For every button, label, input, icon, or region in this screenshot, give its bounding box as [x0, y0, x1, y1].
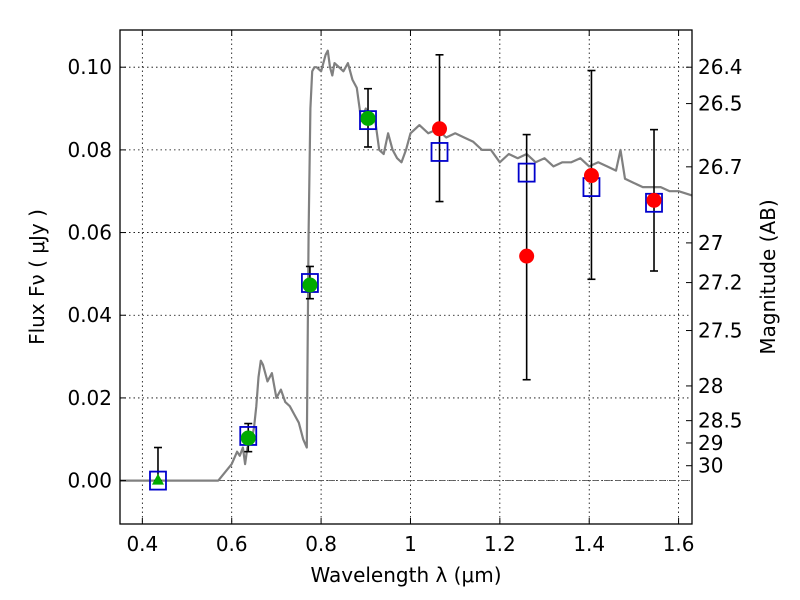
errorbar-layer — [153, 54, 659, 482]
y-tick-label: 0.00 — [67, 469, 112, 493]
y2-tick-label: 26.7 — [698, 155, 743, 179]
upper-limit-triangle — [151, 473, 164, 485]
y2-tick-label: 30 — [698, 454, 723, 478]
x-tick-labels: 0.4 0.6 0.8 1 1.2 1.4 1.6 — [126, 532, 694, 556]
model-photometry-square — [430, 142, 449, 162]
y2-tick-label: 29 — [698, 431, 723, 455]
model-sed-line — [120, 49, 693, 482]
y2-axis-label: Magnitude (AB) — [756, 199, 780, 354]
x-tick-label: 0.8 — [305, 532, 337, 556]
x-tick-label: 0.6 — [216, 532, 248, 556]
y2-tick-label: 27.2 — [698, 271, 743, 295]
model-line-layer — [120, 49, 693, 482]
y2-tick-label: 26.5 — [698, 92, 743, 116]
observed-red-point — [432, 121, 448, 137]
x-axis-label: Wavelength λ (μm) — [310, 563, 501, 587]
plot-frame — [119, 29, 693, 525]
y-axis-label: Flux Fν ( μJy ) — [25, 209, 49, 345]
tick-layer — [120, 30, 692, 524]
observed-green-point — [360, 110, 376, 126]
observed-red-point — [519, 248, 535, 264]
y-tick-label: 0.06 — [67, 221, 112, 245]
marker-layer — [149, 110, 663, 491]
y-tick-label: 0.08 — [67, 138, 112, 162]
y-tick-label: 0.04 — [67, 303, 112, 327]
observed-red-point — [583, 168, 599, 184]
y2-tick-label: 28 — [698, 374, 723, 398]
x-tick-label: 1.6 — [663, 532, 695, 556]
model-photometry-square — [149, 470, 167, 491]
y2-tick-label: 27.5 — [698, 319, 743, 343]
y2-tick-label: 27 — [698, 231, 723, 255]
x-tick-label: 1 — [404, 532, 417, 556]
grid-layer — [120, 30, 692, 524]
y-tick-label: 0.02 — [67, 386, 112, 410]
observed-green-point — [302, 277, 318, 293]
x-tick-label: 0.4 — [126, 532, 158, 556]
y-tick-labels: 0.00 0.02 0.04 0.06 0.08 0.10 — [67, 55, 112, 492]
y2-tick-label: 28.5 — [698, 409, 743, 433]
y-tick-label: 0.10 — [67, 55, 112, 79]
x-tick-label: 1.4 — [573, 532, 605, 556]
observed-red-point — [646, 192, 662, 208]
model-photometry-square — [517, 162, 536, 183]
x-tick-label: 1.2 — [484, 532, 516, 556]
observed-green-point — [240, 430, 256, 446]
y2-tick-label: 26.4 — [698, 55, 743, 79]
